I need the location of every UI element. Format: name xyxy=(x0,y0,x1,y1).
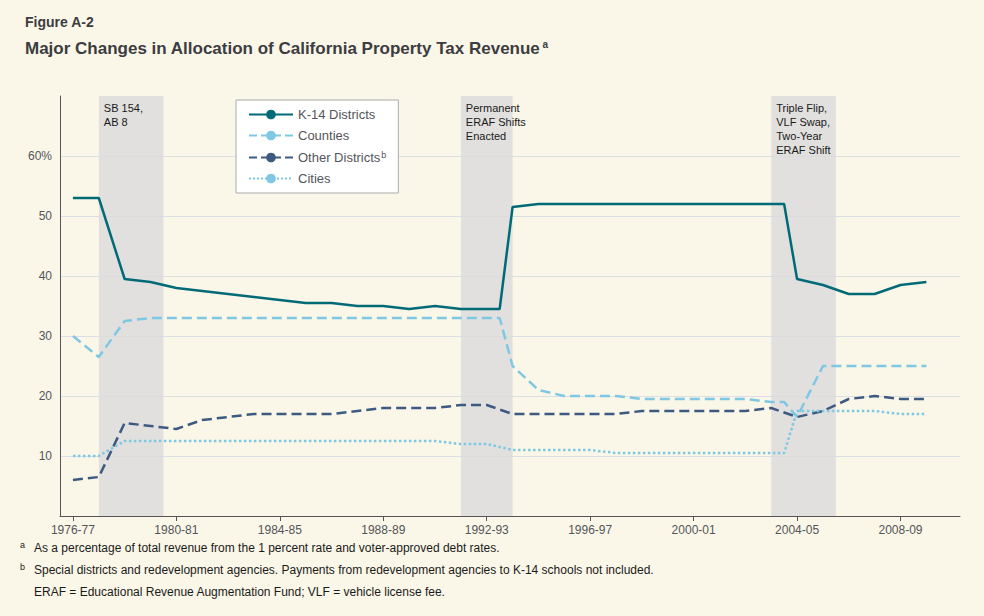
svg-text:1980-81: 1980-81 xyxy=(154,523,198,537)
svg-text:VLF Swap,: VLF Swap, xyxy=(776,116,830,128)
svg-text:1996-97: 1996-97 xyxy=(568,523,612,537)
svg-text:ERAF = Educational Revenue Aug: ERAF = Educational Revenue Augmentation … xyxy=(34,585,445,599)
svg-text:40: 40 xyxy=(39,269,53,283)
svg-text:Permanent: Permanent xyxy=(466,102,520,114)
svg-text:Two-Year: Two-Year xyxy=(776,130,822,142)
svg-text:1988-89: 1988-89 xyxy=(361,523,405,537)
svg-text:SB 154,: SB 154, xyxy=(104,102,143,114)
svg-text:Major Changes in Allocation of: Major Changes in Allocation of Californi… xyxy=(25,39,540,58)
svg-text:AB 8: AB 8 xyxy=(104,116,128,128)
svg-text:1992-93: 1992-93 xyxy=(465,523,509,537)
svg-text:ERAF Shift: ERAF Shift xyxy=(776,144,830,156)
svg-text:a: a xyxy=(20,540,25,550)
svg-text:Counties: Counties xyxy=(298,128,350,143)
svg-text:K-14 Districts: K-14 Districts xyxy=(298,107,376,122)
svg-text:Figure A-2: Figure A-2 xyxy=(25,14,94,30)
svg-text:50: 50 xyxy=(39,209,53,223)
svg-text:Enacted: Enacted xyxy=(466,130,506,142)
svg-text:As a percentage of total reven: As a percentage of total revenue from th… xyxy=(34,541,500,555)
svg-text:2000-01: 2000-01 xyxy=(672,523,716,537)
svg-text:Cities: Cities xyxy=(298,171,331,186)
svg-text:2008-09: 2008-09 xyxy=(878,523,922,537)
svg-text:b: b xyxy=(381,150,386,160)
svg-text:2004-05: 2004-05 xyxy=(775,523,819,537)
svg-text:20: 20 xyxy=(39,389,53,403)
svg-text:1976-77: 1976-77 xyxy=(51,523,95,537)
svg-text:b: b xyxy=(20,562,25,572)
svg-text:30: 30 xyxy=(39,329,53,343)
svg-text:1984-85: 1984-85 xyxy=(258,523,302,537)
svg-text:ERAF Shifts: ERAF Shifts xyxy=(466,116,526,128)
svg-text:10: 10 xyxy=(39,449,53,463)
svg-text:Triple Flip,: Triple Flip, xyxy=(776,102,827,114)
svg-text:a: a xyxy=(542,39,548,50)
svg-text:Special districts and redevelo: Special districts and redevelopment agen… xyxy=(34,563,654,577)
svg-text:60%: 60% xyxy=(28,149,52,163)
svg-text:Other Districts: Other Districts xyxy=(298,150,381,165)
